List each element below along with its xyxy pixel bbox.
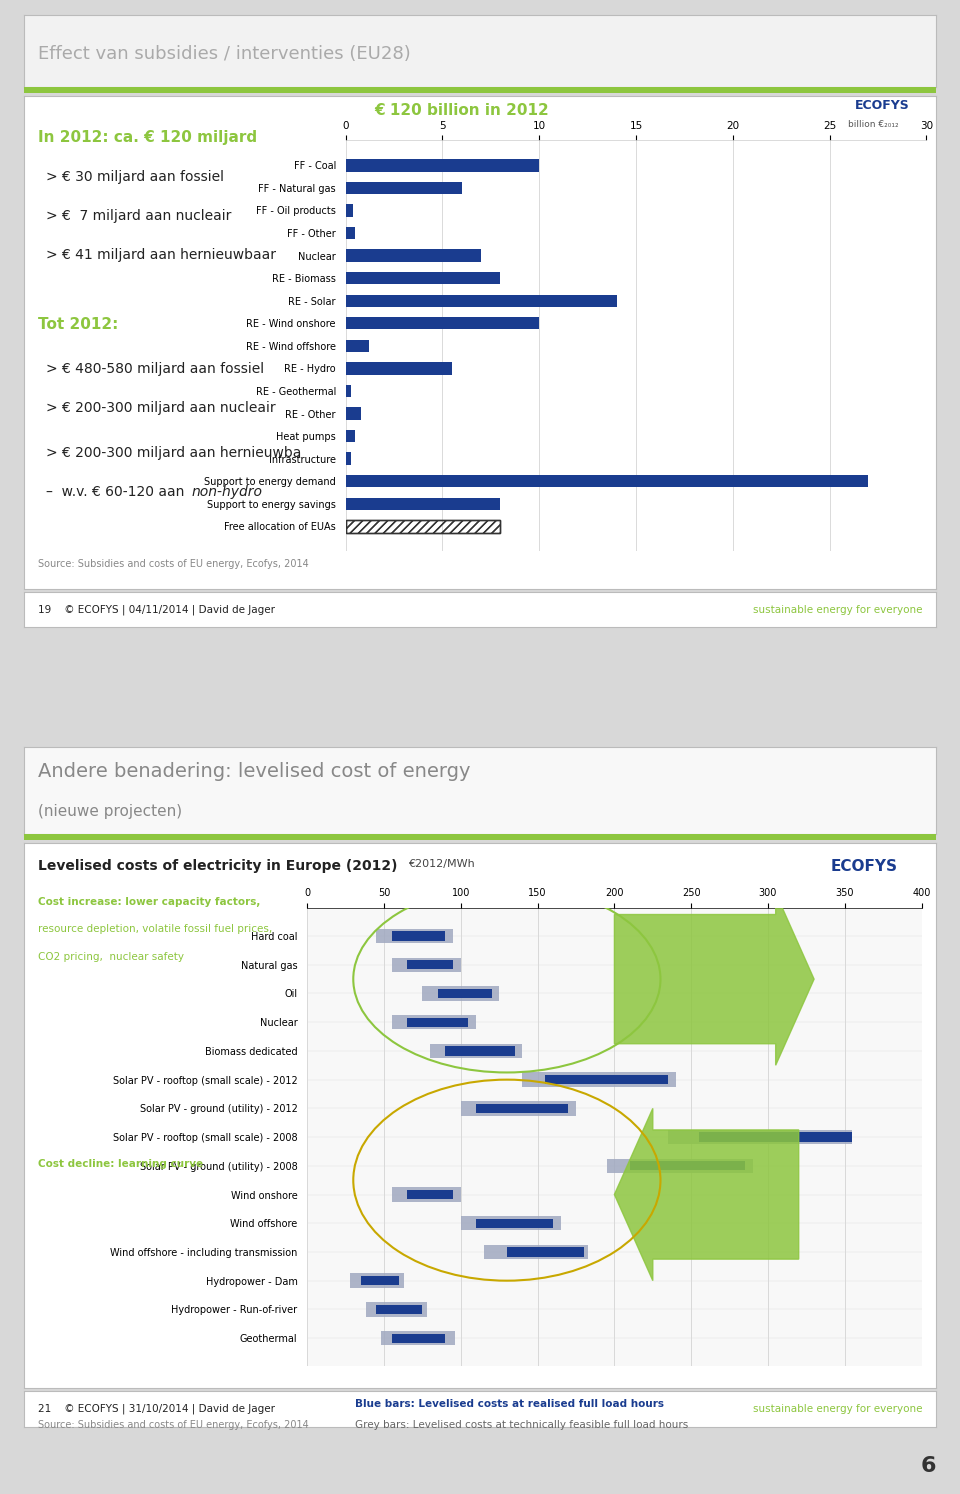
Text: > € 480-580 miljard aan fossiel: > € 480-580 miljard aan fossiel: [46, 362, 264, 376]
Text: Cost increase: lower capacity factors,: Cost increase: lower capacity factors,: [38, 896, 261, 907]
Bar: [607, 1159, 753, 1173]
Bar: [630, 1161, 745, 1170]
Bar: [407, 961, 453, 970]
Bar: [484, 1245, 588, 1259]
Text: CO2 pricing,  nuclear safety: CO2 pricing, nuclear safety: [38, 952, 184, 962]
Bar: [445, 1046, 515, 1056]
Text: billion €₂₀₁₂: billion €₂₀₁₂: [848, 120, 899, 128]
Bar: [361, 1276, 399, 1285]
Bar: [507, 1247, 584, 1256]
Bar: [392, 1188, 461, 1201]
Text: –  w.v. € 60-120 aan: – w.v. € 60-120 aan: [46, 486, 189, 499]
Bar: [346, 182, 462, 194]
Text: (nieuwe projecten): (nieuwe projecten): [37, 804, 181, 820]
Bar: [346, 408, 361, 420]
Bar: [346, 317, 540, 330]
Bar: [346, 339, 369, 353]
Bar: [366, 1303, 427, 1316]
Bar: [346, 453, 351, 465]
Bar: [522, 1073, 676, 1086]
Text: 19    © ECOFYS | 04/11/2014 | David de Jager: 19 © ECOFYS | 04/11/2014 | David de Jage…: [37, 604, 275, 616]
Text: In 2012: ca. € 120 miljard: In 2012: ca. € 120 miljard: [38, 130, 257, 145]
Bar: [346, 475, 869, 487]
Bar: [699, 1132, 852, 1141]
Bar: [346, 272, 500, 284]
Text: > € 30 miljard aan fossiel: > € 30 miljard aan fossiel: [46, 170, 224, 184]
Bar: [346, 227, 355, 239]
Text: € 120 billion in 2012: € 120 billion in 2012: [374, 103, 549, 118]
Bar: [346, 249, 481, 261]
Bar: [430, 1044, 522, 1058]
Text: resource depletion, volatile fossil fuel prices,: resource depletion, volatile fossil fuel…: [38, 925, 273, 934]
Text: non-hydro: non-hydro: [191, 486, 262, 499]
Text: ECOFYS: ECOFYS: [830, 859, 898, 874]
Bar: [376, 929, 453, 943]
Bar: [545, 1076, 668, 1085]
Bar: [346, 362, 452, 375]
Bar: [381, 1331, 455, 1345]
Bar: [392, 1334, 445, 1343]
Text: > €  7 miljard aan nucleair: > € 7 miljard aan nucleair: [46, 209, 231, 223]
Text: Andere benadering: levelised cost of energy: Andere benadering: levelised cost of ene…: [37, 762, 470, 781]
Text: > € 200-300 miljard aan hernieuwba: > € 200-300 miljard aan hernieuwba: [46, 445, 301, 460]
Text: €2012/MWh: €2012/MWh: [408, 859, 475, 870]
Bar: [668, 1129, 852, 1144]
Bar: [392, 958, 461, 973]
Text: Levelised costs of electricity in Europe (2012): Levelised costs of electricity in Europe…: [38, 859, 397, 872]
Bar: [461, 1216, 561, 1231]
Bar: [392, 931, 445, 941]
Bar: [407, 1017, 468, 1026]
Text: sustainable energy for everyone: sustainable energy for everyone: [753, 605, 923, 614]
Text: Blue bars: Levelised costs at realised full load hours: Blue bars: Levelised costs at realised f…: [355, 1398, 664, 1409]
Bar: [392, 1014, 476, 1029]
Bar: [346, 205, 353, 217]
Bar: [407, 1189, 453, 1200]
Bar: [350, 1273, 404, 1288]
FancyArrow shape: [614, 893, 814, 1065]
Bar: [346, 430, 355, 442]
Text: Tot 2012:: Tot 2012:: [38, 318, 119, 333]
Text: Source: Subsidies and costs of EU energy, Ecofys, 2014: Source: Subsidies and costs of EU energy…: [38, 1419, 309, 1430]
Bar: [461, 1101, 576, 1116]
Text: Effect van subsidies / interventies (EU28): Effect van subsidies / interventies (EU2…: [37, 45, 411, 63]
Bar: [346, 385, 351, 397]
Text: Source: Subsidies and costs of EU energy, Ecofys, 2014: Source: Subsidies and costs of EU energy…: [38, 559, 309, 569]
Bar: [438, 989, 492, 998]
Bar: [346, 520, 500, 533]
Bar: [346, 498, 500, 509]
Text: 21    © ECOFYS | 31/10/2014 | David de Jager: 21 © ECOFYS | 31/10/2014 | David de Jage…: [37, 1403, 275, 1415]
Bar: [476, 1219, 553, 1228]
Bar: [346, 520, 500, 533]
Bar: [346, 160, 540, 172]
Bar: [346, 294, 616, 306]
Text: Cost decline: learning curve: Cost decline: learning curve: [38, 1159, 204, 1168]
Text: ECOFYS: ECOFYS: [854, 99, 909, 112]
Text: sustainable energy for everyone: sustainable energy for everyone: [753, 1404, 923, 1413]
FancyArrow shape: [614, 1109, 799, 1280]
Text: Grey bars: Levelised costs at technically feasible full load hours: Grey bars: Levelised costs at technicall…: [355, 1419, 688, 1430]
Bar: [376, 1304, 422, 1315]
Text: > € 200-300 miljard aan nucleair: > € 200-300 miljard aan nucleair: [46, 402, 276, 415]
Text: > € 41 miljard aan hernieuwbaar: > € 41 miljard aan hernieuwbaar: [46, 248, 276, 263]
Bar: [422, 986, 499, 1001]
Bar: [476, 1104, 568, 1113]
Text: 6: 6: [921, 1457, 936, 1476]
